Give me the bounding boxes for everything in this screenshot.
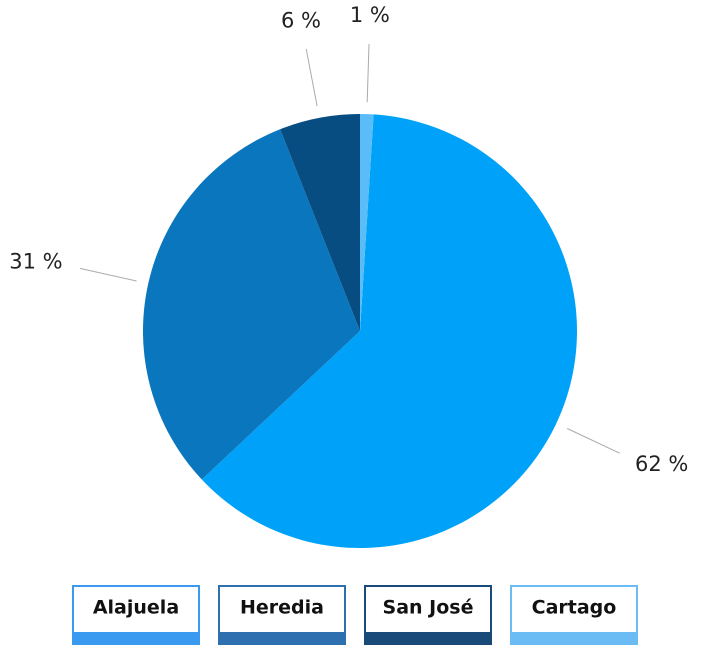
leader-line: [566, 428, 620, 454]
legend-swatch: [72, 632, 200, 645]
legend-swatch: [218, 632, 346, 645]
data-label: 31 %: [9, 249, 62, 273]
data-label: 1 %: [350, 3, 390, 27]
pie-slice: [280, 114, 360, 331]
pie-slice: [142, 129, 360, 480]
legend-label: Heredia: [240, 597, 324, 619]
leader-line: [305, 48, 318, 107]
legend-label: Cartago: [532, 597, 617, 619]
legend-label: Alajuela: [93, 597, 179, 619]
data-label: 6 %: [281, 9, 321, 33]
legend-label: San José: [383, 597, 474, 619]
legend-swatch: [364, 632, 492, 645]
leader-line: [366, 44, 370, 103]
leader-line: [79, 267, 137, 282]
legend-swatch: [510, 632, 638, 645]
pie-slice: [201, 114, 578, 548]
pie-slice: [360, 114, 374, 331]
data-label: 62 %: [635, 452, 688, 476]
